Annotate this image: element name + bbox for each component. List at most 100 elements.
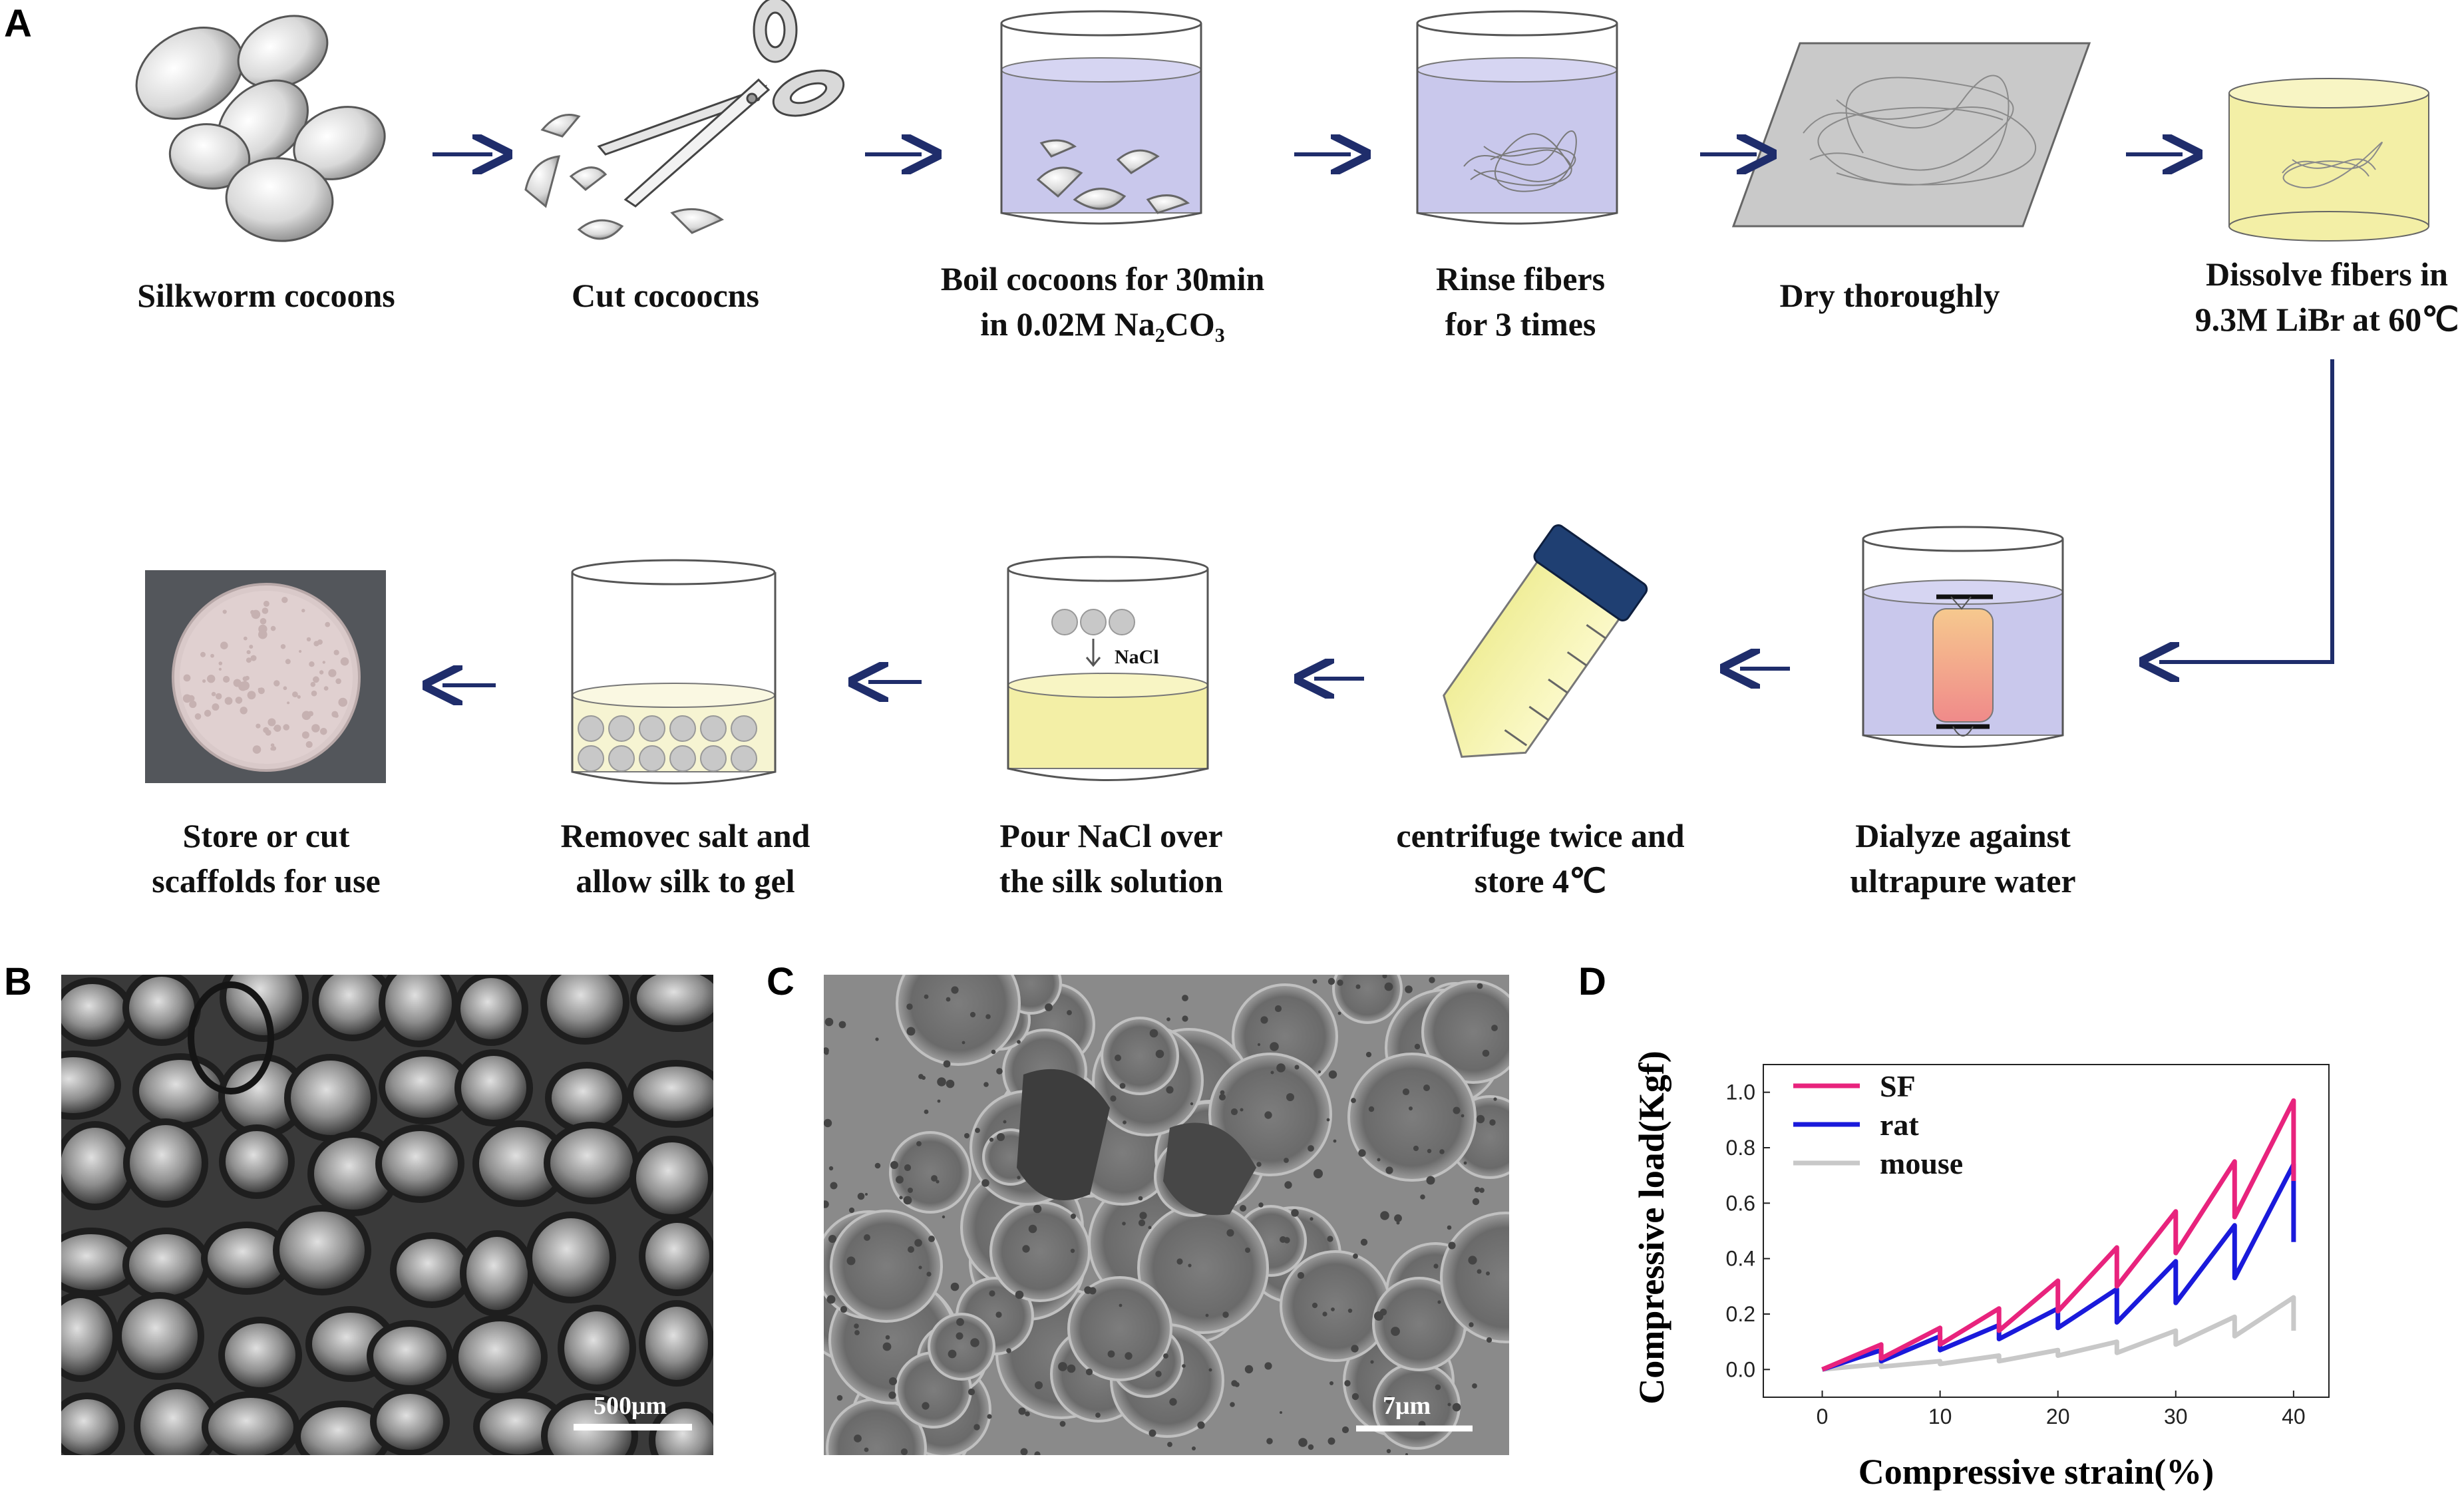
caption-line: Dialyze against [1855, 817, 2071, 854]
panel-letter-b: B [4, 960, 32, 1003]
sem-micropore [848, 1207, 855, 1214]
sem-micropore [1107, 1350, 1115, 1358]
sem-micropore [1148, 1226, 1152, 1230]
sem-micropore [1169, 1398, 1177, 1406]
sem-micropore [1176, 1258, 1183, 1265]
scaffold-pore [243, 636, 248, 641]
scaffold-pore [262, 607, 269, 614]
sem-micropore [908, 1246, 914, 1253]
sem-micropore [824, 1118, 832, 1128]
sem-micropore [1351, 1393, 1359, 1401]
sem-micropore [1257, 1043, 1261, 1047]
scaffold-pore [322, 661, 325, 664]
scaffold-pore [283, 686, 287, 691]
pore-ring [188, 981, 274, 1094]
sem-micropore [865, 1193, 868, 1196]
centrifuge-tube-illustration [1443, 524, 1648, 758]
y-tick-label: 0.0 [1726, 1357, 1755, 1381]
scaffold-pore [218, 667, 222, 671]
caption-line: store 4℃ [1474, 862, 1607, 900]
sem-micropore [1437, 1300, 1441, 1304]
sem-micropore [1333, 1139, 1337, 1143]
pore [218, 1317, 302, 1394]
nacl-beaker-illustration: NaCl [1007, 556, 1209, 781]
pore [379, 975, 458, 1047]
sem-micropore [1420, 1194, 1425, 1200]
sem-micropore [1264, 1362, 1272, 1370]
sem-micropore [1266, 1438, 1273, 1444]
sem-micropore [1491, 1025, 1498, 1031]
sem-micropore [1085, 1368, 1093, 1376]
sem-micropore [1448, 1242, 1456, 1250]
scaffold-pore [297, 695, 301, 699]
scaffold-pore [313, 676, 319, 683]
scaffold-pore [202, 679, 206, 683]
sem-pore [1332, 975, 1403, 1024]
sem-micropore [1274, 1005, 1282, 1013]
sem-micropore [918, 1265, 922, 1269]
x-tick-label: 30 [2164, 1405, 2188, 1428]
x-axis-title: Compressive strain(%) [1858, 1452, 2214, 1490]
sem-micropore [1033, 1204, 1042, 1214]
sem-micropore [996, 1068, 1003, 1075]
scaffold-photo [145, 570, 386, 783]
sem-micropore [1463, 1161, 1467, 1165]
scaffold-pore [319, 670, 324, 675]
sem-micropore [864, 1234, 870, 1241]
scaffold-pore [301, 731, 309, 739]
legend-label-mouse: mouse [1880, 1146, 1963, 1180]
sem-micropore [828, 1235, 836, 1243]
scaffold-pore [207, 675, 216, 683]
caption-line: Cut cocoocns [572, 277, 759, 314]
sem-micropore [1312, 979, 1318, 984]
caption-line: in 0.02M Na₂CO₃ [980, 305, 1225, 343]
sem-micropore [1405, 1453, 1408, 1455]
sem-micropore [1115, 1055, 1121, 1061]
sem-micropore [1447, 1403, 1451, 1407]
sem-micropore [1394, 1214, 1402, 1222]
sem-micropore [1167, 1442, 1172, 1447]
caption-line: Boil cocoons for 30min [940, 260, 1265, 297]
sem-micropore [874, 1162, 881, 1169]
scaffold-pore [309, 661, 315, 667]
salt-bead [669, 715, 696, 742]
sem-micropore [1182, 1015, 1188, 1022]
sem-micropore [854, 1434, 862, 1442]
sem-micropore [1479, 1188, 1485, 1193]
salt-bead [608, 715, 635, 742]
sem-micropore [968, 1388, 975, 1396]
micrograph-b-texture: 500μm [61, 975, 713, 1455]
sem-micropore [1219, 1094, 1226, 1100]
sem-micropore [1493, 1097, 1497, 1101]
sem-micropore [1314, 1169, 1323, 1178]
step-caption-centrifuge: centrifuge twice and store 4℃ [1327, 813, 1753, 904]
series-line-rat [1821, 1162, 2296, 1372]
step-caption-store: Store or cut scaffolds for use [53, 813, 479, 904]
sem-micropore [1230, 1402, 1235, 1407]
caption-line: Silkworm cocoons [137, 277, 395, 314]
scaffold-pore [334, 713, 339, 718]
sem-micropore [1326, 1118, 1330, 1122]
sem-micropore [1226, 1229, 1234, 1237]
sem-micropore [1370, 1360, 1374, 1364]
sem-micropore [926, 1271, 932, 1277]
caption-line: the silk solution [999, 862, 1224, 900]
y-tick-label: 0.4 [1726, 1247, 1755, 1271]
y-axis-title: Compressive load(Kgf) [1632, 1051, 1672, 1404]
scaffold-pore [280, 644, 286, 649]
sem-micropore [928, 1236, 935, 1242]
sem-micropore [1402, 1088, 1410, 1096]
sem-micropore [983, 1082, 989, 1087]
sem-micropore [1351, 1345, 1359, 1353]
scaffold-pore [299, 649, 302, 653]
sem-micropore [1067, 1364, 1076, 1373]
series-line-mouse [1822, 1295, 2296, 1372]
sem-micropore [951, 986, 959, 994]
scaffold-pore [340, 657, 349, 666]
sem-micropore [969, 1011, 976, 1018]
scaffold-pore [194, 713, 202, 720]
pore [115, 1292, 204, 1380]
y-tick-label: 0.8 [1726, 1136, 1755, 1160]
sem-micropore [948, 1349, 957, 1359]
sem-micropore [1119, 1083, 1126, 1089]
